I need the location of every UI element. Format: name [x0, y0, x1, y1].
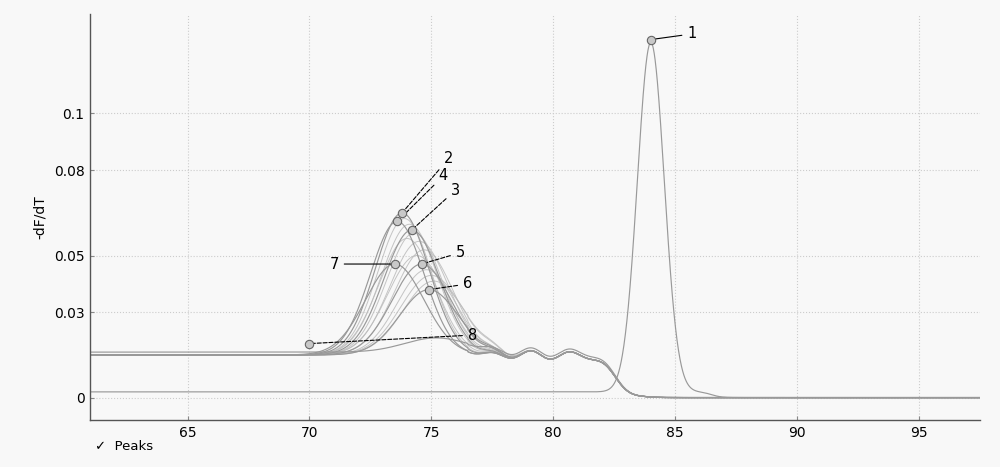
Text: 6: 6: [432, 276, 472, 291]
Text: 7: 7: [329, 256, 392, 271]
Text: 1: 1: [654, 27, 697, 42]
Text: 8: 8: [312, 327, 477, 343]
Text: 5: 5: [424, 245, 465, 263]
Text: 3: 3: [414, 183, 460, 228]
Y-axis label: -dF/dT: -dF/dT: [33, 195, 47, 239]
Text: 4: 4: [399, 169, 448, 219]
Text: 2: 2: [404, 151, 453, 211]
Text: ✓  Peaks: ✓ Peaks: [95, 440, 153, 453]
